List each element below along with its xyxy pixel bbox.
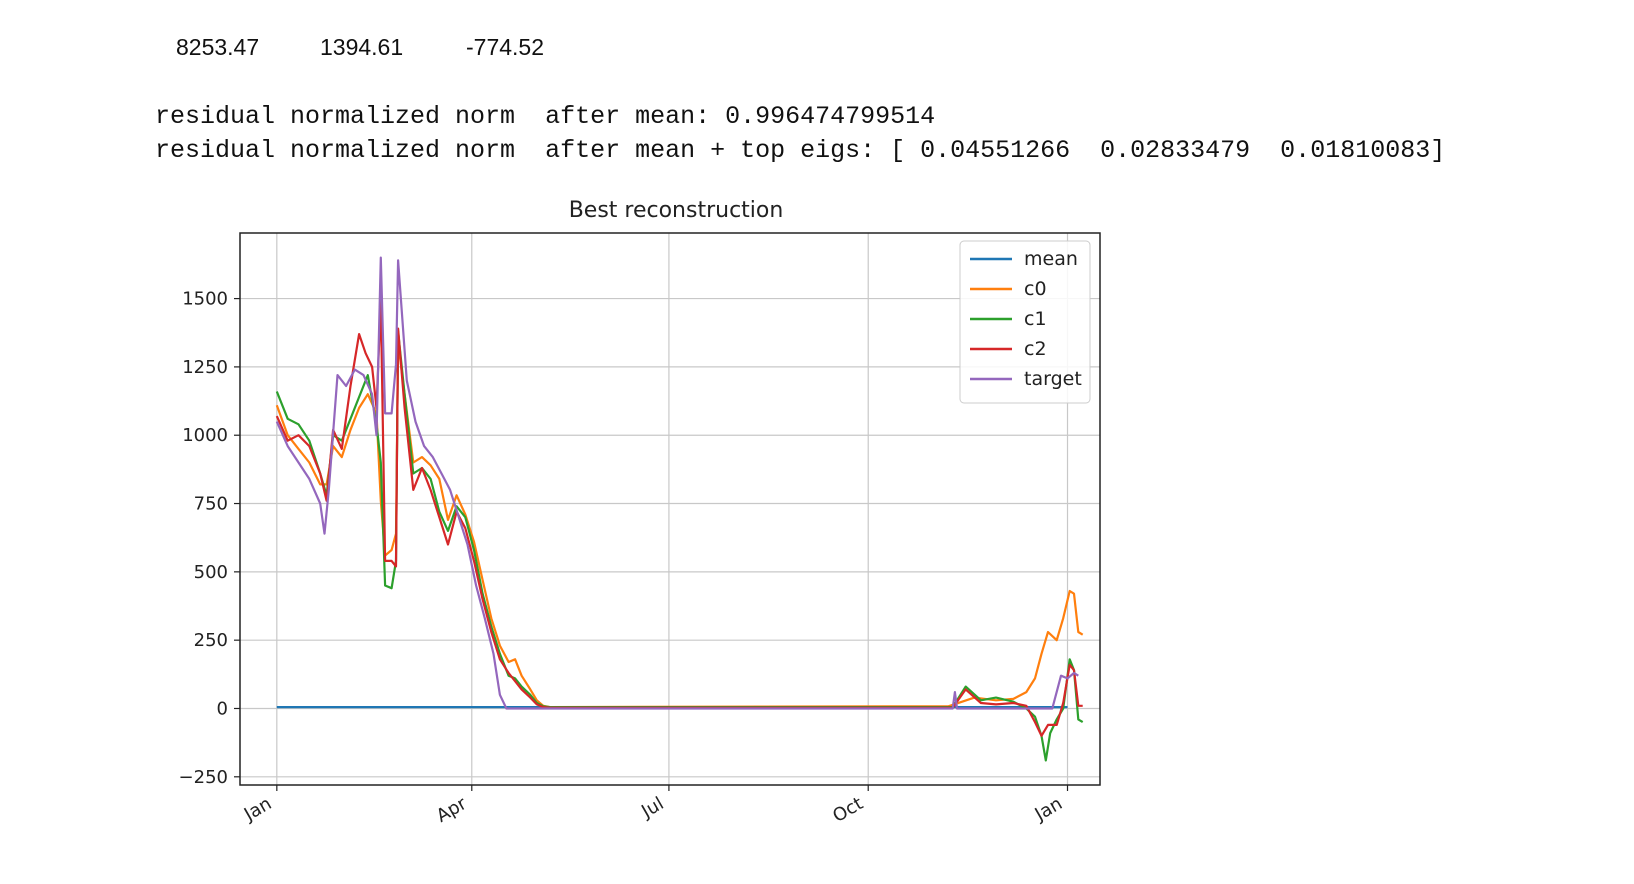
residual-after-mean-text: residual normalized norm after mean: 0.9… [155, 102, 936, 131]
legend-label-mean: mean [1024, 248, 1078, 270]
plot-area-frame [239, 232, 1101, 786]
legend-box [959, 240, 1091, 404]
y-tick-label: 500 [194, 562, 228, 583]
x-tick-label: Oct [829, 793, 866, 827]
legend-label-c2: c2 [1024, 338, 1047, 360]
coefficient-value: 8253.47 [176, 34, 260, 60]
x-tick-label: Jan [1031, 793, 1066, 826]
series-line-c1 [275, 330, 1084, 762]
legend-label-target: target [1024, 368, 1082, 390]
x-tick-label: Jan [240, 793, 275, 826]
x-tick-label: Jul [637, 793, 667, 823]
y-tick-label: 1000 [182, 425, 228, 446]
axis-ticks: −250 0 250 500 750 1000 1250 1500 Jan Apr Jul Oct Ja… [179, 289, 1069, 827]
series-line-c0 [275, 341, 1084, 709]
coefficient-value: 1394.61 [320, 34, 404, 60]
coefficient-value: -774.52 [466, 34, 545, 60]
y-tick-label: −250 [179, 767, 228, 788]
legend-label-c1: c1 [1024, 308, 1047, 330]
chart-title: Best reconstruction [569, 198, 784, 223]
legend-label-c0: c0 [1024, 278, 1047, 300]
y-tick-label: 1500 [182, 289, 228, 310]
grid-lines [240, 233, 1100, 785]
y-tick-label: 750 [194, 494, 228, 515]
series-line-target [275, 256, 1079, 710]
y-tick-label: 1250 [182, 357, 228, 378]
y-tick-label: 250 [194, 630, 228, 651]
y-tick-label: 0 [217, 698, 228, 719]
series-line-c2 [275, 300, 1083, 737]
series-lines [275, 256, 1084, 762]
x-tick-label: Apr [433, 793, 471, 827]
legend: mean c0 c1 c2 target [959, 240, 1091, 404]
residual-after-top-eigs-text: residual normalized norm after mean + to… [155, 136, 1446, 165]
best-reconstruction-chart: Best reconstruction −250 0 250 500 750 1000 12… [179, 198, 1101, 827]
